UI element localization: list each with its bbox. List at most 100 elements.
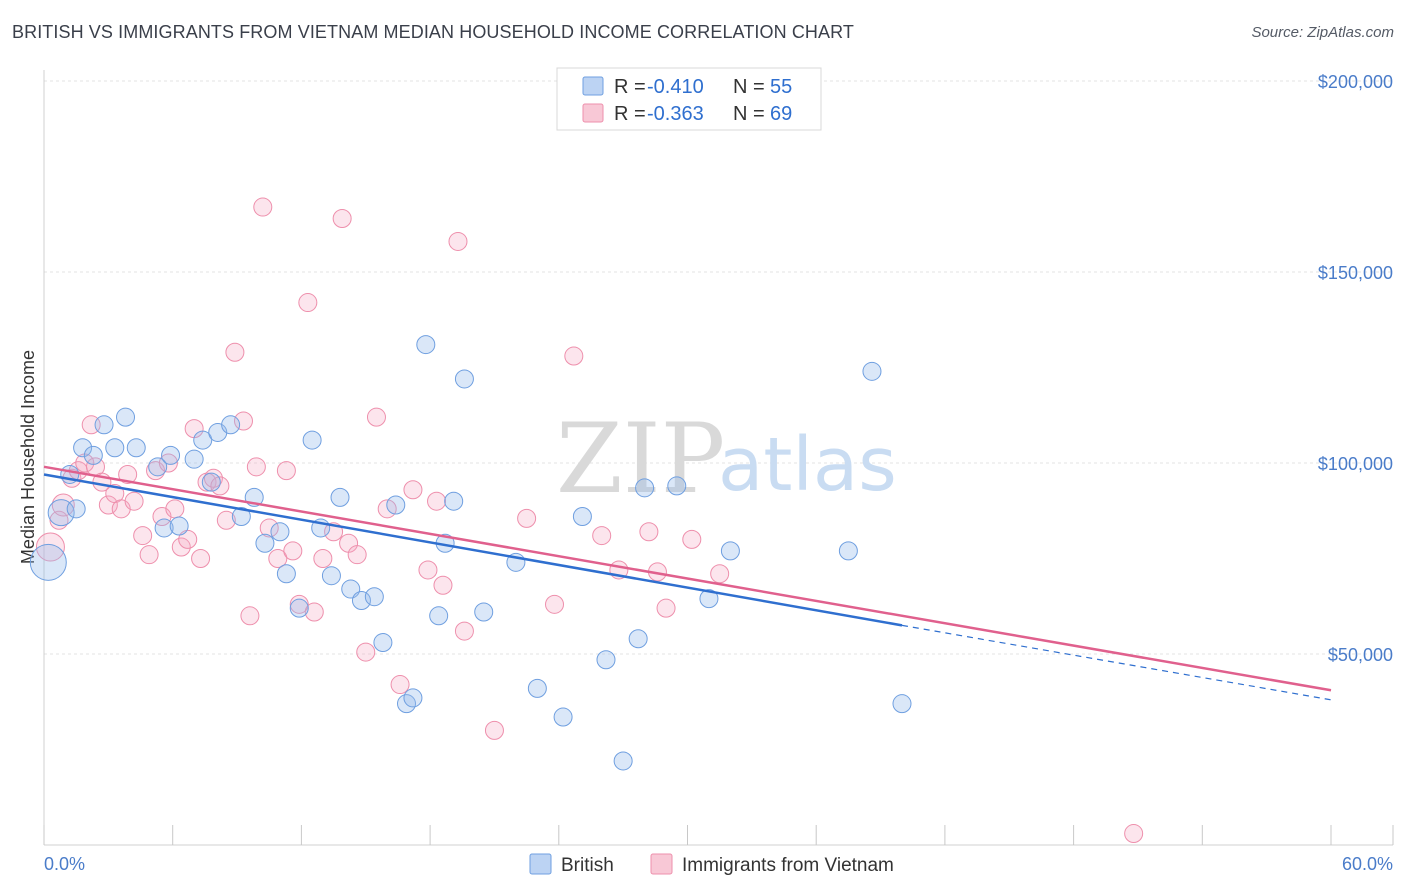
british-point <box>231 506 251 526</box>
vietnam-point <box>356 642 376 662</box>
british-point <box>527 678 547 698</box>
british-point <box>161 445 181 465</box>
british-point <box>148 457 168 477</box>
vietnam-point <box>366 407 386 427</box>
british-point <box>720 541 740 561</box>
british-point <box>154 518 174 538</box>
british-point <box>416 335 436 355</box>
british-point <box>403 688 423 708</box>
chart-title: BRITISH VS IMMIGRANTS FROM VIETNAM MEDIA… <box>12 22 854 42</box>
vietnam-point <box>298 293 318 313</box>
british-point <box>255 533 275 553</box>
vietnam-swatch <box>582 103 604 123</box>
british-trend-extension <box>901 624 1332 701</box>
vietnam-point <box>118 464 138 484</box>
vietnam-point <box>403 480 423 500</box>
vietnam-point <box>656 598 676 618</box>
british-point <box>221 415 241 435</box>
source-label: Source: ZipAtlas.com <box>1251 24 1394 41</box>
y-tick-labels: $50,000 $100,000 $150,000 $200,000 <box>1318 72 1393 665</box>
british-trend-line <box>43 473 903 627</box>
axes <box>43 70 1394 846</box>
vietnam-point <box>246 457 266 477</box>
vietnam-point <box>347 545 367 565</box>
vietnam-point <box>313 549 333 568</box>
vietnam-point <box>178 529 198 549</box>
x-tick-label-min: 0.0% <box>44 854 85 874</box>
vietnam-n-value: 69 <box>770 103 792 125</box>
vietnam-point <box>564 346 584 366</box>
vietnam-point <box>639 522 659 542</box>
british-point <box>270 522 290 542</box>
watermark: ZIP atlas <box>556 403 897 515</box>
british-point <box>572 506 592 526</box>
vietnam-point <box>268 549 288 568</box>
vietnam-point <box>1124 824 1144 844</box>
y-tick-label: $150,000 <box>1318 263 1393 283</box>
british-point <box>613 751 633 771</box>
vietnam-point <box>259 518 279 538</box>
vietnam-point <box>139 545 159 565</box>
vietnam-point <box>682 529 702 549</box>
british-point <box>892 694 912 714</box>
legend-vietnam-swatch <box>650 853 673 875</box>
british-point <box>628 629 648 649</box>
y-tick-label: $50,000 <box>1328 645 1393 665</box>
vietnam-point <box>390 675 410 695</box>
british-n-value: 55 <box>770 76 792 98</box>
british-point <box>862 361 882 381</box>
british-point <box>169 516 189 536</box>
british-point <box>116 407 136 427</box>
british-point <box>302 430 322 450</box>
vietnam-point <box>253 197 273 217</box>
vietnam-point <box>216 510 236 530</box>
vietnam-point <box>332 209 352 229</box>
vietnam-point <box>545 594 565 614</box>
british-point <box>351 591 371 611</box>
vietnam-point <box>81 415 101 435</box>
vietnam-point <box>35 532 65 562</box>
y-axis-label: Median Household Income <box>18 350 38 564</box>
british-point <box>553 707 573 727</box>
vietnam-point <box>171 537 191 557</box>
y-tick-label: $100,000 <box>1318 454 1393 474</box>
vietnam-point <box>158 453 178 473</box>
british-point <box>83 445 103 465</box>
watermark-zip: ZIP <box>556 403 725 515</box>
british-point <box>386 495 406 515</box>
british-point <box>276 564 296 584</box>
british-point <box>364 587 384 607</box>
vietnam-point <box>98 495 118 515</box>
vietnam-n-label: N = <box>733 103 765 125</box>
british-point <box>289 598 309 618</box>
vietnam-point <box>484 720 504 740</box>
series-legend: British Immigrants from Vietnam <box>529 853 894 876</box>
vietnam-point <box>304 602 324 622</box>
british-r-value: -0.410 <box>647 76 704 98</box>
legend-vietnam-label: Immigrants from Vietnam <box>682 855 894 876</box>
british-point <box>330 487 350 507</box>
vietnam-point <box>191 549 211 568</box>
vietnam-point <box>418 560 438 580</box>
series-british-points <box>29 335 912 771</box>
watermark-atlas: atlas <box>718 422 897 508</box>
vietnam-point <box>233 411 253 431</box>
stats-legend: R = -0.410 N = 55 R = -0.363 N = 69 <box>556 67 822 131</box>
vietnam-point <box>276 461 296 481</box>
x-tick-label-max: 60.0% <box>1342 854 1393 874</box>
british-point <box>373 633 393 653</box>
vietnam-point <box>710 564 730 584</box>
vietnam-point <box>448 231 468 251</box>
british-point <box>699 589 719 609</box>
vietnam-point <box>427 491 447 511</box>
legend-british-swatch <box>529 853 552 875</box>
vietnam-trend-line <box>43 465 1332 692</box>
vietnam-r-label: R = <box>614 103 646 125</box>
british-point <box>73 438 93 458</box>
british-point <box>596 650 616 670</box>
vietnam-r-value: -0.363 <box>647 103 704 125</box>
british-n-label: N = <box>733 76 765 98</box>
vietnam-point <box>592 526 612 546</box>
british-point <box>29 543 67 581</box>
